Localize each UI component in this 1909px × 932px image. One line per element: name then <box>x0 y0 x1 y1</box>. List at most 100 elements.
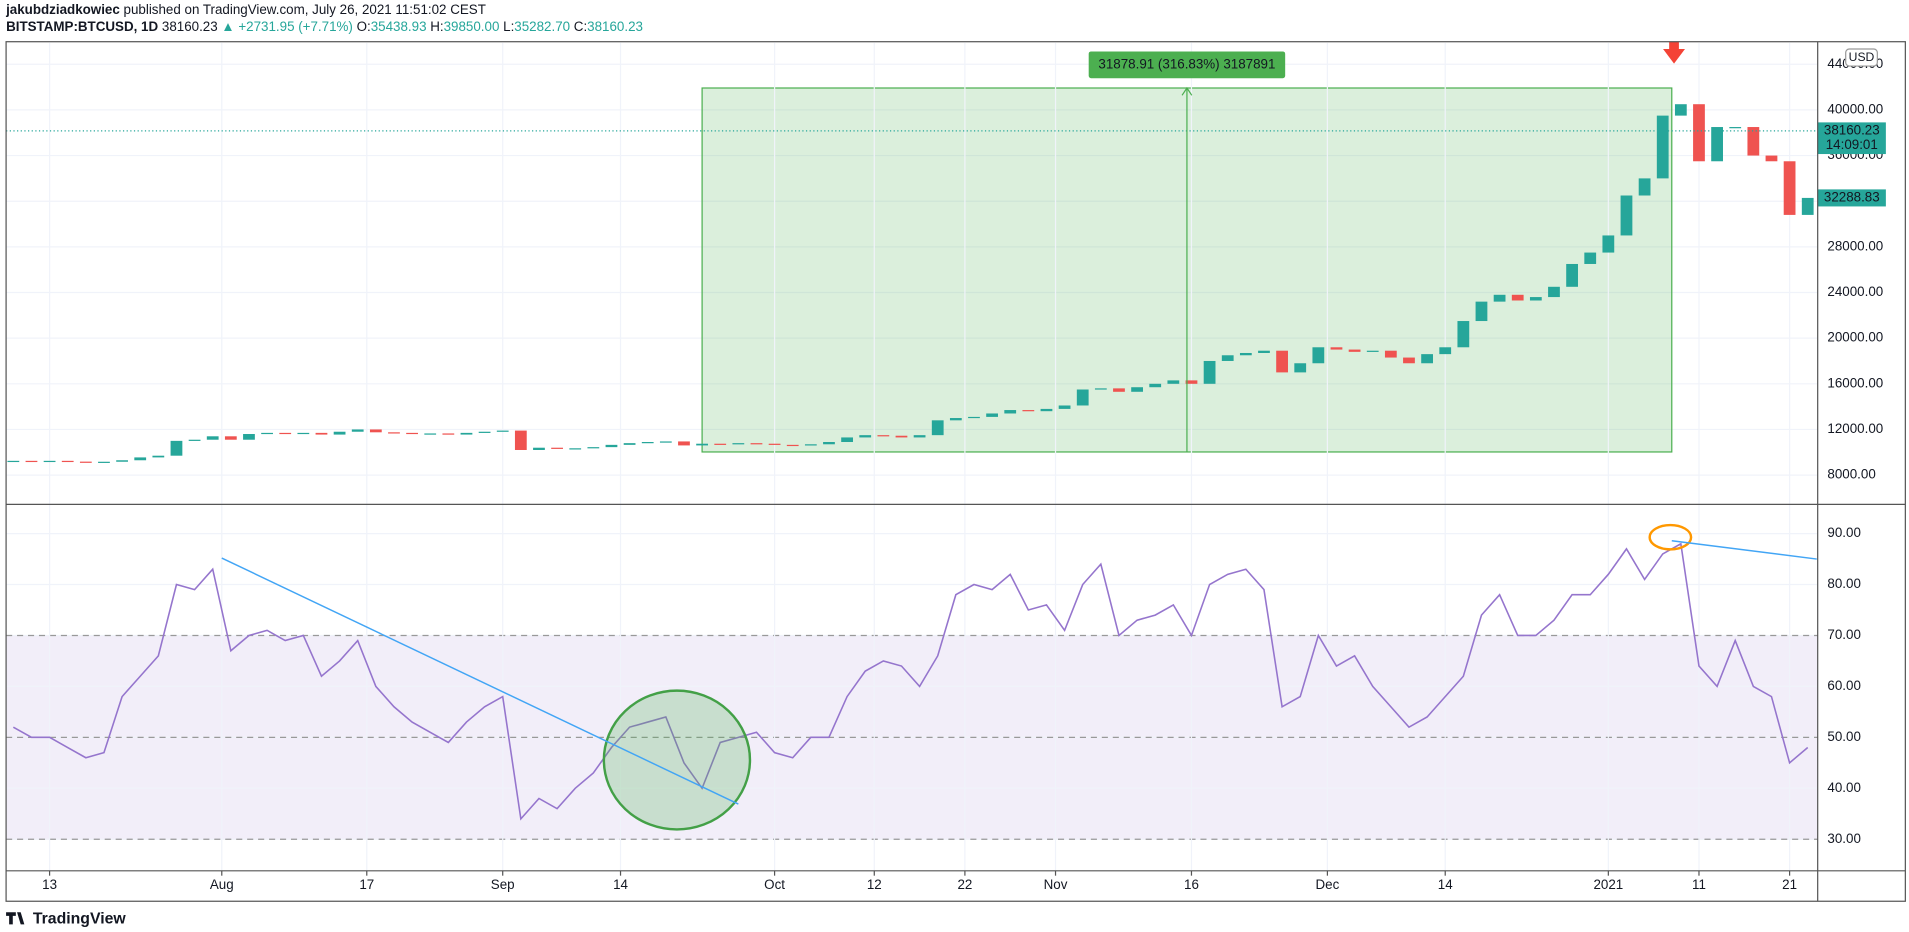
trend-line <box>1671 539 1817 560</box>
candle <box>1602 235 1615 253</box>
candle <box>804 444 817 446</box>
candle <box>1239 352 1252 356</box>
candle <box>714 443 727 445</box>
x-tick-label: 12 <box>867 877 882 892</box>
axes-layer <box>5 41 1906 902</box>
candle <box>1312 347 1325 364</box>
candle <box>823 442 835 445</box>
ohlc-value: 35438.93 <box>371 19 427 34</box>
candle <box>1094 388 1107 390</box>
candle <box>1330 347 1343 350</box>
candle <box>913 435 926 438</box>
candle <box>1548 286 1560 298</box>
grid-layer <box>6 42 1818 871</box>
arrow-marker <box>1663 41 1685 64</box>
candle <box>279 432 292 435</box>
candle <box>1076 389 1089 406</box>
highlight-circle <box>1648 523 1693 551</box>
candle <box>188 439 201 441</box>
last-price: 38160.23 <box>162 19 218 34</box>
candle <box>1403 357 1415 364</box>
candle <box>496 430 509 432</box>
ohlc-label: L: <box>503 19 514 34</box>
candle <box>1294 363 1307 373</box>
symbol-line: BITSTAMP:BTCUSD, 1D 38160.23 ▲ +2731.95 … <box>6 19 643 34</box>
candle <box>1131 387 1143 392</box>
candle <box>134 457 147 461</box>
y-tick-label: 12000.00 <box>1827 421 1883 436</box>
ohlc-label: C: <box>574 19 587 34</box>
y-tick-label: 8000.00 <box>1827 467 1875 482</box>
candle <box>1022 410 1035 412</box>
candle <box>388 432 400 434</box>
author: jakubdziadkowiec <box>5 2 120 17</box>
candle <box>1185 380 1198 384</box>
candle <box>61 460 74 463</box>
x-tick-label: Dec <box>1316 877 1340 892</box>
candle <box>1348 349 1361 352</box>
chart-border <box>5 41 1906 902</box>
candle <box>406 432 418 435</box>
candle <box>1674 104 1687 116</box>
candle <box>587 447 600 449</box>
candle <box>1475 301 1488 322</box>
ohlc-value: 38160.23 <box>587 19 643 34</box>
change: ▲ +2731.95 (+7.71%) <box>221 19 352 34</box>
candle <box>1584 252 1597 264</box>
candle <box>750 443 763 445</box>
candle <box>949 418 962 421</box>
candle <box>442 433 455 435</box>
candle <box>569 448 582 450</box>
candle <box>460 432 473 435</box>
candle <box>678 441 690 446</box>
x-tick-label: 22 <box>957 877 972 892</box>
y-tick-label: 50.00 <box>1827 729 1860 744</box>
price-label-box <box>1817 122 1886 155</box>
candle <box>931 420 944 436</box>
candle <box>261 432 273 435</box>
x-tick-label: 2021 <box>1593 877 1623 892</box>
candle <box>152 455 165 458</box>
x-tick-label: 13 <box>42 877 57 892</box>
candle <box>1276 350 1288 373</box>
ohlc-label: O: <box>357 19 371 34</box>
candle <box>43 460 56 463</box>
candle <box>315 432 328 435</box>
candle <box>1566 263 1578 287</box>
candle <box>1203 360 1216 384</box>
candle <box>1747 127 1760 156</box>
x-tick-label: 11 <box>1692 877 1706 892</box>
logo: TradingView <box>6 911 126 928</box>
candle <box>243 434 255 440</box>
candle <box>841 437 853 443</box>
y-tick-label: 40.00 <box>1827 780 1860 795</box>
x-tick-label: 14 <box>1438 877 1453 892</box>
candle <box>1004 410 1017 414</box>
candle <box>1511 294 1524 301</box>
ohlc-label: H: <box>430 19 443 34</box>
candle <box>1529 297 1542 301</box>
candle <box>1711 127 1723 162</box>
symbol: BITSTAMP:BTCUSD, 1D <box>6 19 158 34</box>
ohlc-value: 39850.00 <box>444 19 500 34</box>
candle <box>641 442 654 444</box>
rsi-line <box>12 542 1809 821</box>
price-label-box <box>1817 189 1886 207</box>
candle <box>623 443 636 445</box>
candle <box>1765 155 1778 162</box>
candle <box>1258 350 1270 353</box>
y-tick-label: 30.00 <box>1827 831 1860 846</box>
candle <box>659 441 672 443</box>
candle <box>696 443 708 446</box>
candle <box>1693 104 1705 162</box>
mark-layer: 8000.00 12000.00 16000.00 20000.00 24000.00 2… <box>6 56 1883 892</box>
candle <box>877 435 890 437</box>
candle <box>351 429 364 432</box>
candle <box>1638 178 1651 196</box>
candle <box>116 460 128 462</box>
candle <box>1384 350 1397 358</box>
x-tick-label: Sep <box>491 877 515 892</box>
x-tick-label: Nov <box>1044 877 1068 892</box>
candle <box>1801 197 1814 215</box>
